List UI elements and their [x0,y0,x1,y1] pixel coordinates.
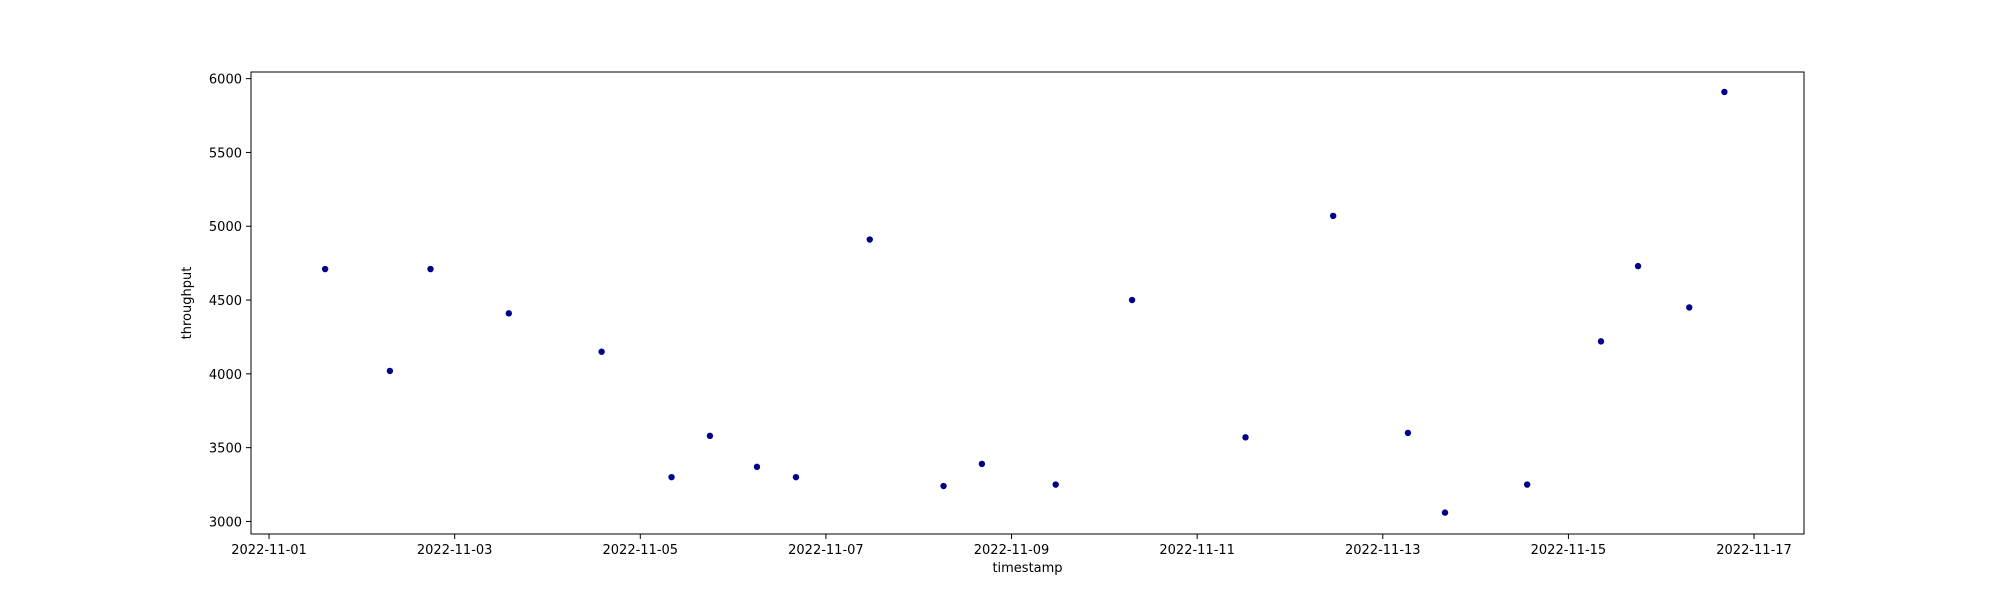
data-points [321,88,1728,516]
data-point [1128,296,1136,304]
data-point [1404,429,1412,437]
data-point [1634,262,1642,270]
data-point [505,310,513,317]
data-point [668,473,675,481]
x-tick-label: 2022-11-11 [1159,543,1235,558]
y-tick-label: 3500 [209,442,242,457]
x-tick-label: 2022-11-17 [1716,543,1792,558]
x-axis-ticks: 2022-11-01 2022-11-03 2022-11-05 2022-11-07… [231,534,1792,558]
data-point [1686,304,1693,311]
data-point [978,460,986,468]
data-point [706,432,714,440]
y-tick-label: 5500 [209,146,242,161]
data-point [792,473,800,481]
y-tick-label: 6000 [209,73,242,88]
data-point [427,265,434,273]
plot-area-frame [250,71,1805,535]
data-point [321,265,329,273]
y-axis-ticks: 3000 3500 4000 4500 5000 5500 6000 [209,73,251,530]
y-tick-label: 3000 [209,515,242,530]
y-tick-label: 4000 [209,368,242,383]
data-point [1597,338,1605,345]
data-point [940,482,947,490]
data-point [598,348,605,355]
x-tick-label: 2022-11-13 [1345,543,1421,558]
data-point [1721,88,1728,96]
x-tick-label: 2022-11-07 [788,543,864,558]
y-axis-label: throughput [180,267,195,340]
y-tick-label: 4500 [209,294,242,309]
x-tick-label: 2022-11-05 [603,543,679,558]
x-axis-label: timestamp [992,561,1062,576]
x-tick-label: 2022-11-09 [974,543,1050,558]
y-tick-label: 5000 [209,220,242,235]
data-point [1441,509,1449,516]
data-point [1052,481,1059,488]
data-point [1329,212,1337,220]
data-point [1523,481,1531,488]
data-point [753,463,761,471]
data-point [866,236,873,243]
x-tick-label: 2022-11-03 [417,543,493,558]
data-point [1242,434,1249,441]
x-tick-label: 2022-11-15 [1531,543,1607,558]
data-point [386,367,394,375]
x-tick-label: 2022-11-01 [231,543,307,558]
